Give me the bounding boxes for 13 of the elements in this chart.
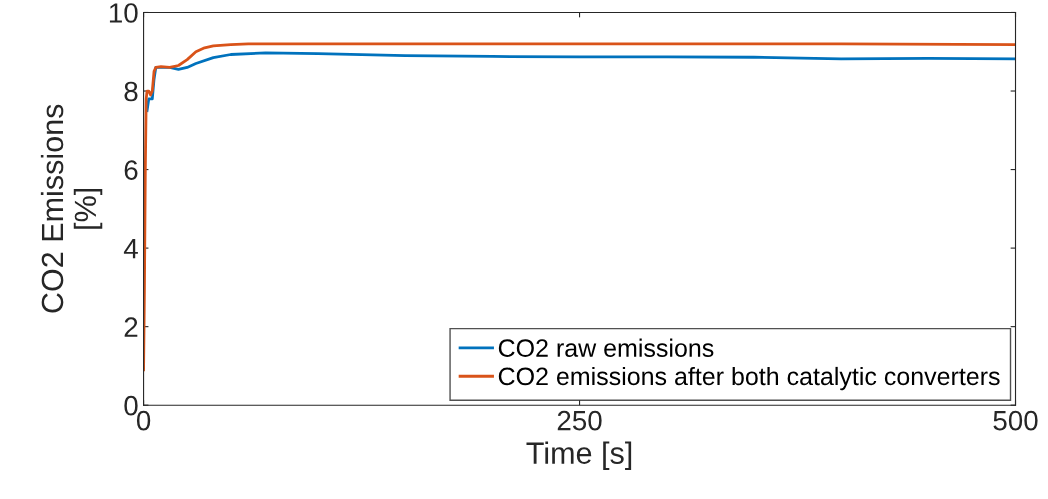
- legend-label: CO2 emissions after both catalytic converters: [498, 366, 1000, 391]
- x-tick-label: 250: [557, 410, 602, 431]
- y-tick-label: 10: [109, 3, 138, 23]
- x-axis-title: Time [s]: [526, 441, 632, 470]
- x-tick-label: 500: [993, 410, 1038, 431]
- line-series: [145, 51, 1016, 113]
- y-tick-label: 6: [124, 160, 138, 180]
- y-tick-label: 0: [124, 395, 138, 416]
- y-axis-title: CO2 Emissions [%]: [40, 104, 103, 313]
- legend-label: CO2 raw emissions: [498, 338, 714, 357]
- y-tick-label: 4: [123, 239, 138, 259]
- y-tick-label: 2: [124, 317, 138, 337]
- y-tick-label: 8: [124, 81, 138, 102]
